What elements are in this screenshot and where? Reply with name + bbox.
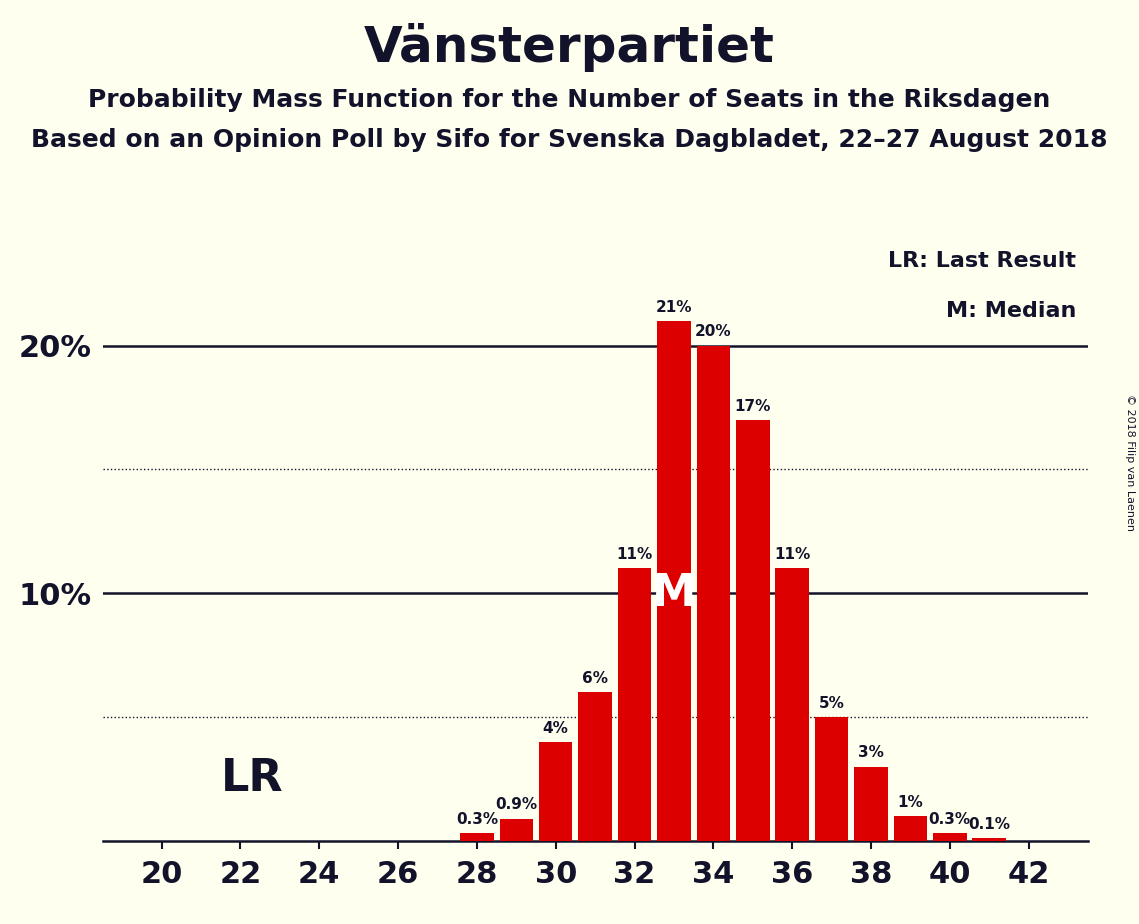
Bar [460, 833, 493, 841]
Text: M: Median: M: Median [945, 301, 1076, 321]
Text: 0.9%: 0.9% [495, 797, 538, 812]
Bar [736, 419, 770, 841]
Text: Probability Mass Function for the Number of Seats in the Riksdagen: Probability Mass Function for the Number… [89, 88, 1050, 112]
Bar [697, 346, 730, 841]
Text: 20%: 20% [695, 324, 731, 339]
Text: 0.3%: 0.3% [928, 812, 970, 827]
Bar [579, 692, 612, 841]
Text: M: M [652, 572, 696, 614]
Bar [776, 568, 809, 841]
Text: 1%: 1% [898, 795, 924, 809]
Text: 11%: 11% [775, 547, 810, 562]
Text: 5%: 5% [819, 696, 844, 711]
Text: LR: Last Result: LR: Last Result [888, 251, 1076, 272]
Text: 0.3%: 0.3% [456, 812, 498, 827]
Bar [973, 838, 1006, 841]
Text: LR: LR [221, 758, 284, 800]
Text: Based on an Opinion Poll by Sifo for Svenska Dagbladet, 22–27 August 2018: Based on an Opinion Poll by Sifo for Sve… [31, 128, 1108, 152]
Bar [500, 819, 533, 841]
Text: Vänsterpartiet: Vänsterpartiet [364, 23, 775, 72]
Bar [933, 833, 967, 841]
Text: 11%: 11% [616, 547, 653, 562]
Text: 21%: 21% [656, 299, 693, 314]
Text: 0.1%: 0.1% [968, 817, 1010, 833]
Text: 3%: 3% [858, 746, 884, 760]
Bar [854, 767, 887, 841]
Bar [894, 816, 927, 841]
Text: 17%: 17% [735, 398, 771, 414]
Bar [539, 742, 573, 841]
Text: 6%: 6% [582, 671, 608, 686]
Bar [657, 321, 690, 841]
Bar [814, 717, 849, 841]
Text: 4%: 4% [543, 721, 568, 736]
Text: © 2018 Filip van Laenen: © 2018 Filip van Laenen [1125, 394, 1134, 530]
Bar [617, 568, 652, 841]
